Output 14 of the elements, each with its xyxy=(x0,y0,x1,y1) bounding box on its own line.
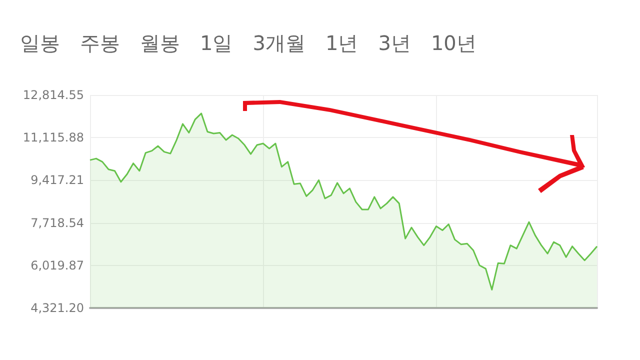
text: 3년 xyxy=(378,30,411,57)
text: 월봉 xyxy=(140,30,180,57)
y-tick-label: 7,718.54 xyxy=(30,216,84,230)
text: 3개월 xyxy=(252,30,306,57)
y-tick-label: 11,115.88 xyxy=(22,130,84,145)
y-tick-label: 4,321.20 xyxy=(30,301,84,315)
text: 1일 xyxy=(200,30,233,57)
y-tick-label: 6,019.87 xyxy=(30,258,84,272)
text: 10년 xyxy=(430,30,476,57)
y-tick-label: 12,814.55 xyxy=(22,88,84,102)
text: 1년 xyxy=(325,30,358,57)
text: 주봉 xyxy=(80,30,120,57)
text: 일봉 xyxy=(20,30,60,57)
y-tick-label: 9,417.21 xyxy=(30,173,84,188)
